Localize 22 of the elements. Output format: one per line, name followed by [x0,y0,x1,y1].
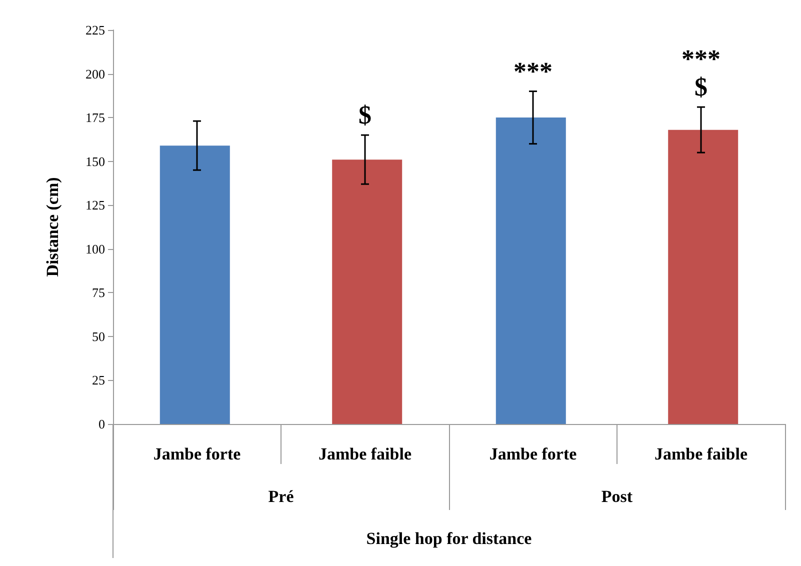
series-label: Jambe faible [318,444,412,464]
x-tick-label: Post [601,487,633,506]
y-axis-title: Distance (cm) [43,177,62,277]
y-tick-label: 0 [98,416,105,432]
y-tick-label: 50 [92,328,105,344]
y-tick-label: 175 [86,110,105,126]
y-tick-label: 200 [86,66,105,82]
annotation: *** [682,44,720,74]
text: Jambe forte [489,444,577,464]
x-tick-label: Pré [268,487,294,506]
x-axis-title: Single hop for distance [366,529,532,548]
y-tick-label: 25 [92,372,105,388]
y-tick-label: 75 [92,285,105,300]
y-tick-label: 100 [86,241,105,256]
series-label: Jambe forte [153,444,242,464]
annotation: *** [514,56,552,86]
y-tick-label: 150 [86,154,105,169]
y-tick-label: 225 [86,22,105,38]
annotation: $ [694,72,708,102]
text: Jambe faible [654,444,748,464]
annotation: $ [358,100,372,130]
y-tick-label: 125 [86,198,105,213]
